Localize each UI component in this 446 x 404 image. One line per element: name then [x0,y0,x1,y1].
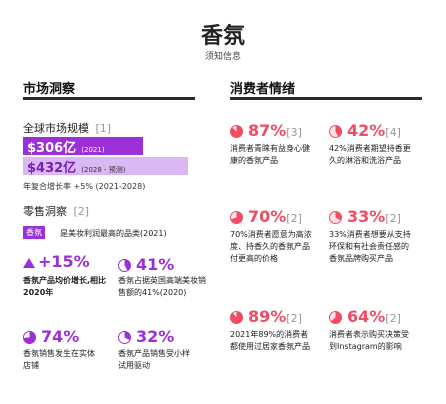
consumer-stat-number: 89% [248,307,287,326]
consumer-stat-value: 70%[2] [248,207,302,226]
consumer-stat-value: 89%[2] [248,307,302,326]
market-size-2028-value: $432亿 [27,161,77,175]
stat3-text: 香氛销售发生在实体店铺 [23,349,95,370]
retail-label-text: 零售洞察 [23,205,67,218]
market-size-2021-value: $306亿 [27,141,77,155]
consumer-stat-text: 70%消费者愿意为高浓度、持香久的香氛产品付更高的价格 [230,230,312,263]
pie-icon [329,211,342,224]
market-size-2028: $432亿 (2028 - 预测) [23,157,188,175]
consumer-stat-text: 2021年89%的消费者都使用过居家香氛产品 [230,330,310,351]
consumer-divider [230,97,422,100]
consumer-stat-number: 42% [347,121,386,140]
consumer-stat-text: 33%消费者想要从支持环保和有社会责任感的香氛品牌购买产品 [329,230,411,263]
stat4-text: 香氛产品销售受小样试用驱动 [118,349,190,370]
retail-label: 零售洞察 [2] [23,203,89,219]
pie-icon [118,259,131,272]
market-heading: 市场洞察 [23,82,76,97]
pie-icon [329,125,342,138]
pie-icon [118,331,131,344]
consumer-stat-number: 33% [347,207,386,226]
consumer-stat-ref: [2] [286,312,302,325]
stat1-value: +15% [38,252,90,271]
consumer-stat-ref: [4] [385,126,401,139]
page-title: 香氛 [200,24,245,49]
page-subtitle: 须知信息 [204,52,241,62]
fragrance-tag: 香氛 [23,226,45,239]
fragrance-tag-text: 是美妆利润最高的品类(2021) [60,229,167,238]
pie-icon [230,125,243,138]
stat2-text: 香氛占据英国高端美妆销售额的41%(2020) [118,276,206,297]
consumer-stat-ref: [3] [286,126,302,139]
triangle-up-icon [23,258,35,268]
pie-icon [230,211,243,224]
consumer-stat-number: 64% [347,307,386,326]
market-size-2021-year: (2021) [81,146,105,154]
market-size-2021: $306亿 (2021) [23,137,143,155]
consumer-stat-value: 64%[2] [347,307,401,326]
consumer-stat-ref: [2] [286,212,302,225]
consumer-heading: 消费者情绪 [230,82,296,97]
consumer-stat-text: 消费者表示购买决策受到Instagram的影响 [329,330,409,351]
cagr-text: 年复合增长率 +5% (2021-2028) [23,182,146,191]
consumer-stat-text: 消费者青睐有益身心健康的香氛产品 [230,144,310,165]
market-size-2028-year: (2028 - 预测) [81,166,126,174]
consumer-stat-number: 70% [248,207,287,226]
consumer-stat-value: 87%[3] [248,121,302,140]
global-market-label-text: 全球市场规模 [23,122,89,135]
stat4-value: 32% [136,327,175,346]
stat3-value: 74% [41,327,80,346]
pie-icon [23,331,36,344]
pie-icon [329,311,342,324]
consumer-stat-text: 42%消费者期望持香更久的淋浴和洗浴产品 [329,144,411,165]
consumer-stat-ref: [2] [385,212,401,225]
market-divider [23,97,195,100]
global-market-ref: [1] [95,122,112,135]
consumer-stat-value: 42%[4] [347,121,401,140]
consumer-stat-ref: [2] [385,312,401,325]
stat1-text: 香氛产品均价增长,相比2020年 [23,276,107,297]
pie-icon [230,311,243,324]
consumer-stat-value: 33%[2] [347,207,401,226]
consumer-stat-number: 87% [248,121,287,140]
global-market-label: 全球市场规模 [1] [23,120,111,136]
retail-ref: [2] [73,205,90,218]
stat2-value: 41% [136,255,175,274]
